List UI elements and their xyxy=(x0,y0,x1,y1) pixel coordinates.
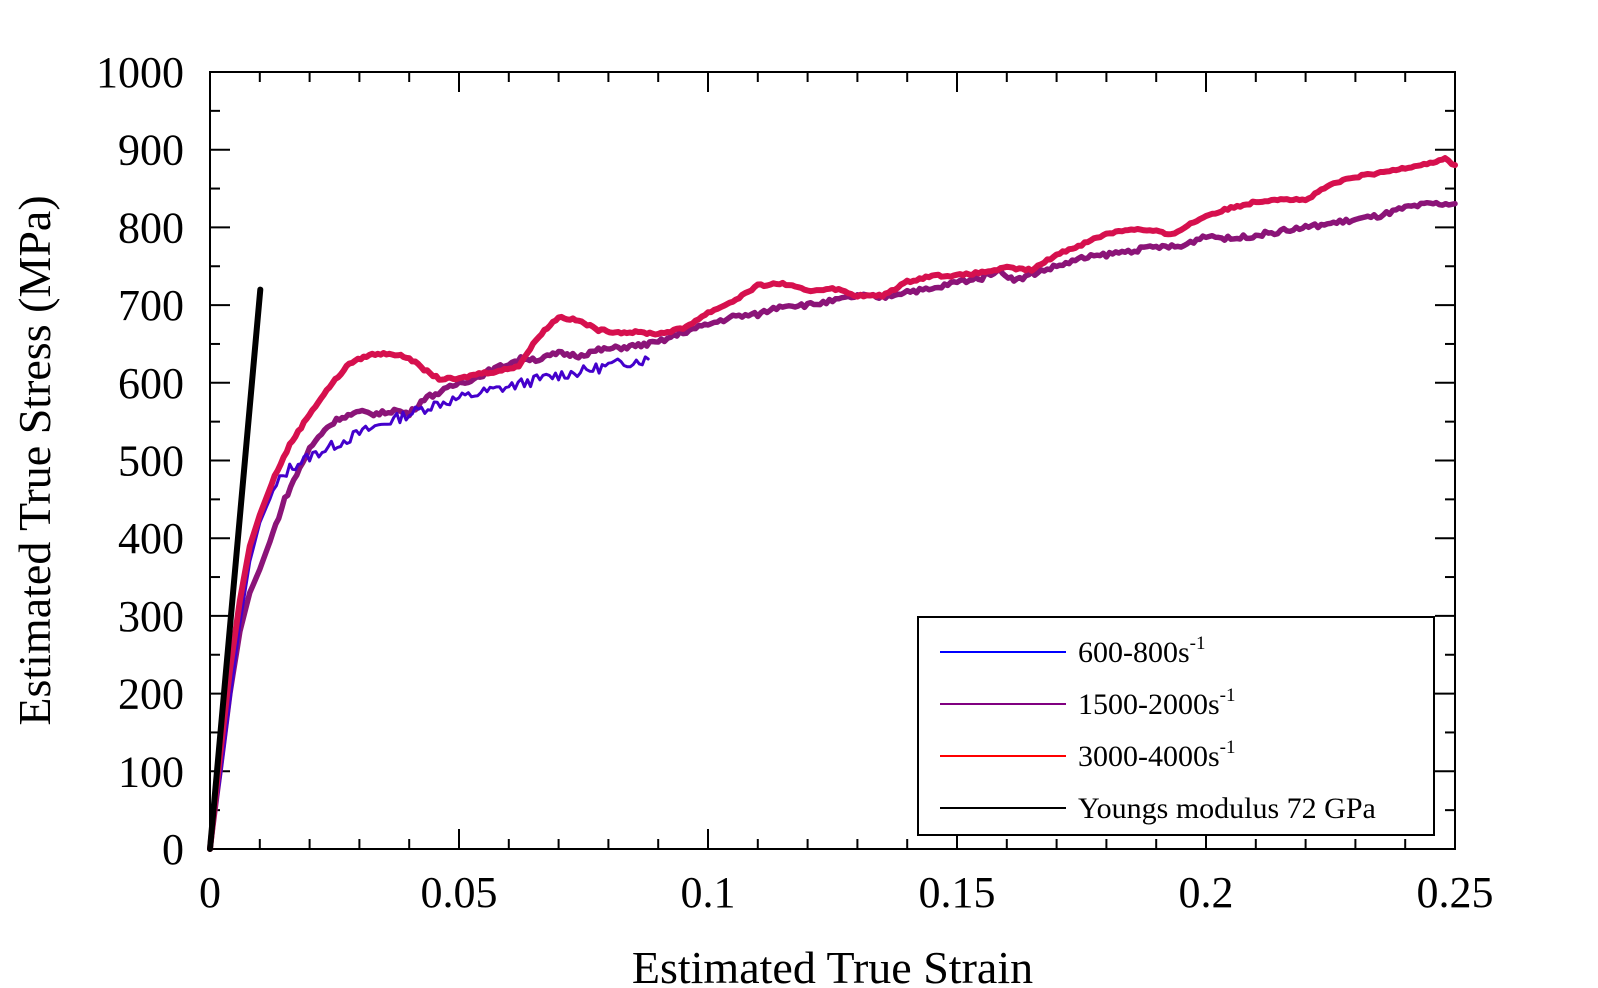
y-tick-label: 600 xyxy=(118,359,184,408)
series-layer xyxy=(207,155,1458,852)
axis-tick-labels: 0 0.05 0.1 0.15 0.2 0.25 0 100 200 300 400 500 600 70… xyxy=(96,48,1494,917)
y-axis-title: Estimated True Stress (MPa) xyxy=(9,195,60,725)
x-tick-label: 0.25 xyxy=(1417,868,1494,917)
y-tick-label: 900 xyxy=(118,126,184,175)
series-line xyxy=(208,355,650,851)
series-line xyxy=(207,286,264,852)
series-line xyxy=(207,199,1458,852)
x-tick-label: 0.1 xyxy=(681,868,736,917)
x-tick-label: 0.05 xyxy=(421,868,498,917)
legend-label: 3000-4000s-1 xyxy=(1078,737,1236,773)
y-tick-label: 500 xyxy=(118,437,184,486)
x-tick-label: 0 xyxy=(199,868,221,917)
y-tick-label: 800 xyxy=(118,203,184,252)
series-line xyxy=(207,155,1458,852)
y-tick-label: 700 xyxy=(118,281,184,330)
legend-box xyxy=(917,616,1435,836)
x-tick-label: 0.15 xyxy=(919,868,996,917)
legend: 600-800s-1 1500-2000s-1 3000-4000s-1 Youngs… xyxy=(917,616,1435,836)
y-tick-label: 0 xyxy=(162,825,184,874)
y-tick-label: 300 xyxy=(118,592,184,641)
y-tick-label: 400 xyxy=(118,514,184,563)
legend-label: 600-800s-1 xyxy=(1078,633,1206,669)
y-tick-label: 1000 xyxy=(96,48,184,97)
y-tick-label: 200 xyxy=(118,670,184,719)
x-axis-title: Estimated True Strain xyxy=(632,942,1033,988)
legend-label: 1500-2000s-1 xyxy=(1078,685,1236,721)
x-tick-label: 0.2 xyxy=(1179,868,1234,917)
y-tick-label: 100 xyxy=(118,747,184,796)
legend-label: Youngs modulus 72 GPa xyxy=(1078,792,1376,825)
